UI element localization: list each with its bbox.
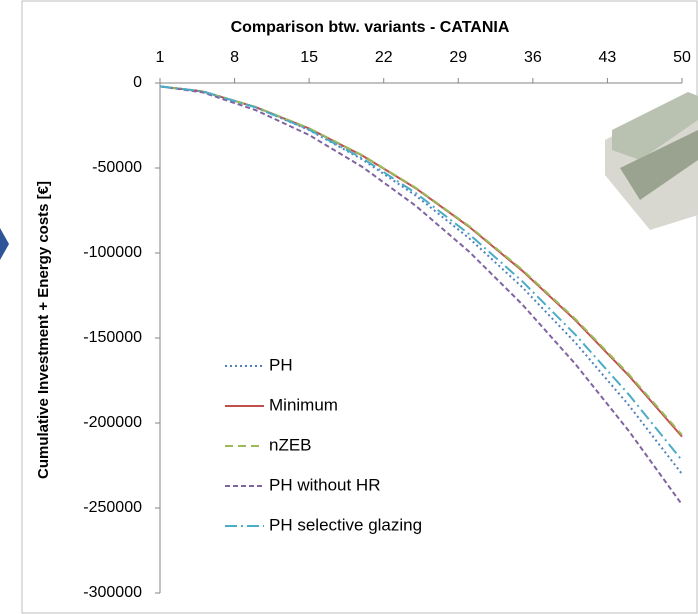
y-tick-label: -250000 — [83, 499, 142, 516]
legend-label: PH without HR — [269, 475, 380, 494]
arrow — [0, 228, 9, 260]
x-tick-label: 50 — [673, 49, 691, 66]
y-tick-label: -300000 — [83, 584, 142, 601]
y-tick-label: 0 — [133, 74, 142, 91]
series-line — [159, 85, 683, 475]
money-image — [605, 92, 698, 230]
series-line — [159, 85, 683, 506]
series-line — [159, 85, 683, 436]
y-tick-label: -150000 — [83, 329, 142, 346]
legend-label: nZEB — [269, 435, 312, 454]
x-tick-label: 29 — [449, 49, 467, 66]
x-tick-label: 43 — [599, 49, 617, 66]
legend-label: PH — [269, 355, 293, 374]
y-tick-label: -100000 — [83, 244, 142, 261]
chart-frame — [21, 0, 698, 614]
x-tick-label: 15 — [300, 49, 318, 66]
x-tick-label: 8 — [230, 49, 239, 66]
x-tick-label: 1 — [156, 49, 165, 66]
series-line — [159, 85, 683, 462]
x-tick-label: 22 — [375, 49, 393, 66]
legend-label: Minimum — [269, 395, 338, 414]
x-tick-label: 36 — [524, 49, 542, 66]
legend-label: PH selective glazing — [269, 515, 422, 534]
chart-title: Comparison btw. variants - CATANIA — [231, 19, 510, 36]
y-tick-label: -200000 — [83, 414, 142, 431]
y-tick-label: -50000 — [92, 159, 142, 176]
y-axis-label: Cumulative Investment + Energy costs [€] — [35, 181, 52, 479]
